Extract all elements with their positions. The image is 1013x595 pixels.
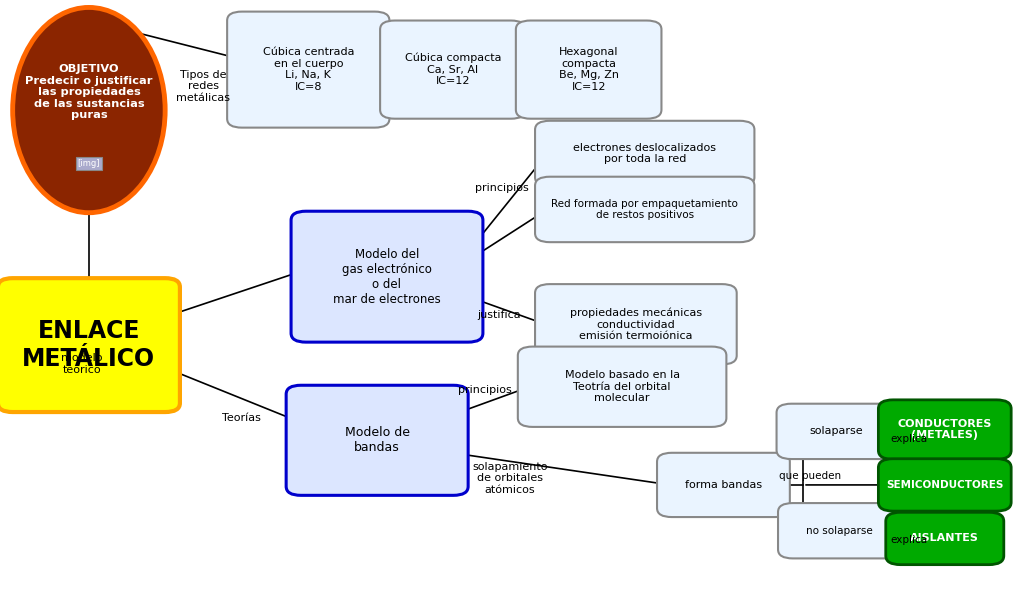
Text: Modelo basado en la
Teotría del orbital
molecular: Modelo basado en la Teotría del orbital … bbox=[564, 370, 680, 403]
Text: [img]: [img] bbox=[78, 159, 100, 168]
Text: Tipos de
redes
metálicas: Tipos de redes metálicas bbox=[176, 70, 230, 103]
FancyBboxPatch shape bbox=[885, 512, 1004, 565]
FancyBboxPatch shape bbox=[516, 21, 661, 119]
FancyBboxPatch shape bbox=[878, 400, 1011, 459]
Text: Teorías: Teorías bbox=[222, 413, 260, 422]
FancyBboxPatch shape bbox=[286, 386, 468, 495]
Text: explica: explica bbox=[890, 535, 928, 544]
Text: Cúbica centrada
en el cuerpo
Li, Na, K
IC=8: Cúbica centrada en el cuerpo Li, Na, K I… bbox=[262, 47, 354, 92]
FancyBboxPatch shape bbox=[535, 284, 736, 364]
FancyBboxPatch shape bbox=[777, 404, 897, 459]
Ellipse shape bbox=[13, 8, 165, 213]
FancyBboxPatch shape bbox=[535, 121, 755, 186]
Text: CONDUCTORES
(METALES): CONDUCTORES (METALES) bbox=[898, 419, 992, 440]
FancyBboxPatch shape bbox=[291, 211, 483, 342]
Text: Modelo de
bandas: Modelo de bandas bbox=[344, 426, 409, 455]
FancyBboxPatch shape bbox=[518, 346, 726, 427]
Text: explica: explica bbox=[890, 434, 928, 443]
Text: propiedades mecánicas
conductividad
emisión termoiónica: propiedades mecánicas conductividad emis… bbox=[570, 308, 702, 341]
FancyBboxPatch shape bbox=[778, 503, 901, 558]
Text: solaparse: solaparse bbox=[809, 427, 863, 436]
Text: SEMICONDUCTORES: SEMICONDUCTORES bbox=[886, 480, 1004, 490]
Text: Red formada por empaquetamiento
de restos positivos: Red formada por empaquetamiento de resto… bbox=[551, 199, 738, 220]
Text: Cúbica compacta
Ca, Sr, Al
IC=12: Cúbica compacta Ca, Sr, Al IC=12 bbox=[404, 53, 501, 86]
Text: ENLACE
METÁLICO: ENLACE METÁLICO bbox=[22, 319, 155, 371]
FancyBboxPatch shape bbox=[0, 278, 180, 412]
FancyBboxPatch shape bbox=[535, 177, 755, 242]
Text: AISLANTES: AISLANTES bbox=[911, 534, 980, 543]
Text: modelo
teórico: modelo teórico bbox=[61, 353, 102, 375]
Text: Modelo del
gas electrónico
o del
mar de electrones: Modelo del gas electrónico o del mar de … bbox=[333, 248, 441, 306]
FancyBboxPatch shape bbox=[227, 12, 389, 128]
Text: no solaparse: no solaparse bbox=[806, 526, 873, 536]
Text: que pueden: que pueden bbox=[779, 471, 841, 481]
Text: Hexagonal
compacta
Be, Mg, Zn
IC=12: Hexagonal compacta Be, Mg, Zn IC=12 bbox=[558, 47, 619, 92]
FancyBboxPatch shape bbox=[657, 453, 790, 517]
FancyBboxPatch shape bbox=[380, 21, 526, 119]
Text: electrones deslocalizados
por toda la red: electrones deslocalizados por toda la re… bbox=[573, 143, 716, 164]
Text: principios: principios bbox=[458, 386, 512, 395]
Text: principios: principios bbox=[475, 183, 529, 193]
FancyBboxPatch shape bbox=[878, 459, 1011, 511]
Text: justifica: justifica bbox=[477, 311, 521, 320]
Text: forma bandas: forma bandas bbox=[685, 480, 762, 490]
Text: solapamiento
de orbitales
atómicos: solapamiento de orbitales atómicos bbox=[472, 462, 548, 495]
Text: OBJETIVO
Predecir o justificar
las propiedades
de las sustancias
puras: OBJETIVO Predecir o justificar las propi… bbox=[25, 64, 153, 120]
